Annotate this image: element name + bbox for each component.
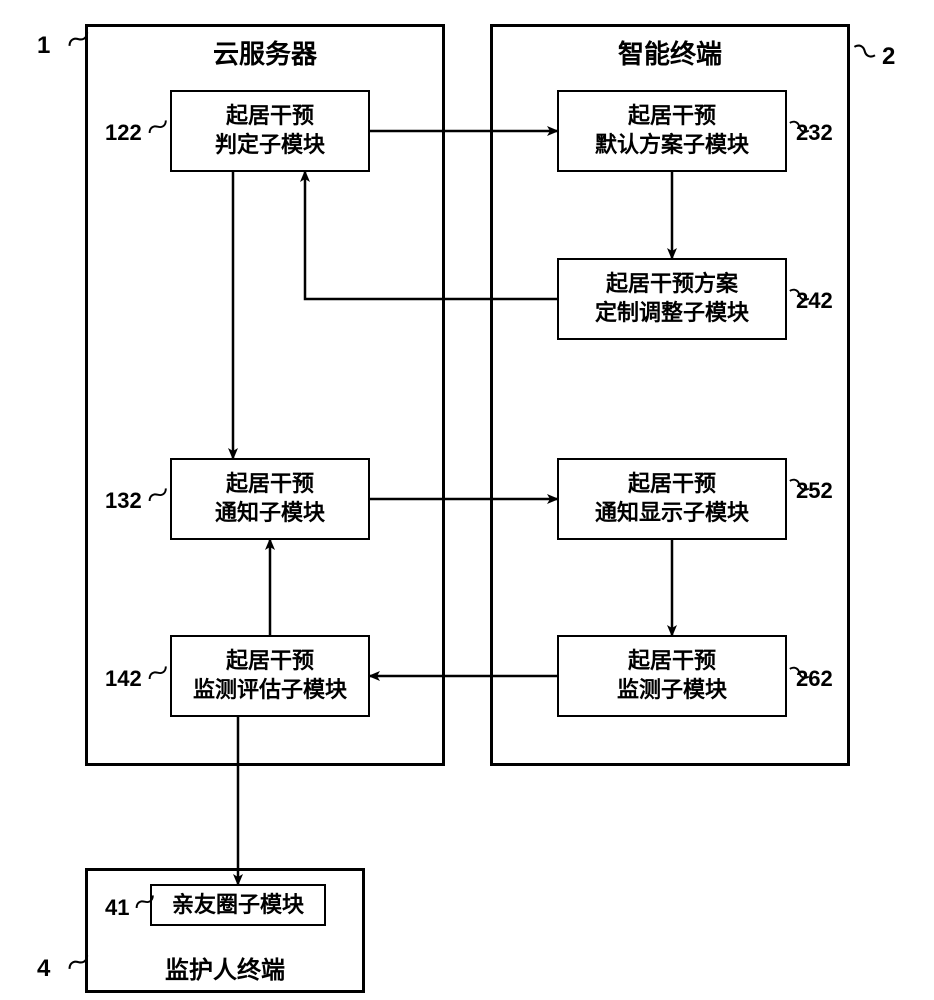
module-ref-m122: 122	[105, 120, 142, 146]
module-m232: 起居干预默认方案子模块	[557, 90, 787, 172]
guardian-title: 监护人终端	[85, 950, 365, 985]
server-title: 云服务器	[85, 34, 445, 71]
tilde-icon: 〜	[844, 28, 885, 73]
module-line2: 通知子模块	[215, 499, 325, 528]
module-line2: 监测子模块	[617, 676, 727, 705]
module-m132: 起居干预通知子模块	[170, 458, 370, 540]
module-line1: 起居干预	[193, 647, 347, 676]
module-line2: 判定子模块	[215, 131, 325, 160]
module-line1: 起居干预	[617, 647, 727, 676]
module-line2: 通知显示子模块	[595, 499, 749, 528]
module-line2: 定制调整子模块	[595, 299, 749, 328]
module-m262: 起居干预监测子模块	[557, 635, 787, 717]
module-ref-m142: 142	[105, 666, 142, 692]
module-m142: 起居干预监测评估子模块	[170, 635, 370, 717]
module-ref-m41: 41	[105, 895, 129, 921]
module-line2: 默认方案子模块	[595, 131, 749, 160]
module-line2: 监测评估子模块	[193, 676, 347, 705]
module-line1: 起居干预方案	[595, 270, 749, 299]
guardian-ref-label: 4	[37, 955, 50, 983]
module-m242: 起居干预方案定制调整子模块	[557, 258, 787, 340]
server-ref-label: 1	[37, 32, 50, 60]
module-line1: 亲友圈子模块	[172, 891, 304, 920]
module-line1: 起居干预	[595, 470, 749, 499]
module-m252: 起居干预通知显示子模块	[557, 458, 787, 540]
module-line1: 起居干预	[215, 102, 325, 131]
terminal-ref-label: 2	[882, 43, 895, 71]
module-m41: 亲友圈子模块	[150, 884, 326, 926]
module-line1: 起居干预	[595, 102, 749, 131]
module-m122: 起居干预判定子模块	[170, 90, 370, 172]
terminal-title: 智能终端	[490, 34, 850, 71]
module-line1: 起居干预	[215, 470, 325, 499]
module-ref-m132: 132	[105, 488, 142, 514]
